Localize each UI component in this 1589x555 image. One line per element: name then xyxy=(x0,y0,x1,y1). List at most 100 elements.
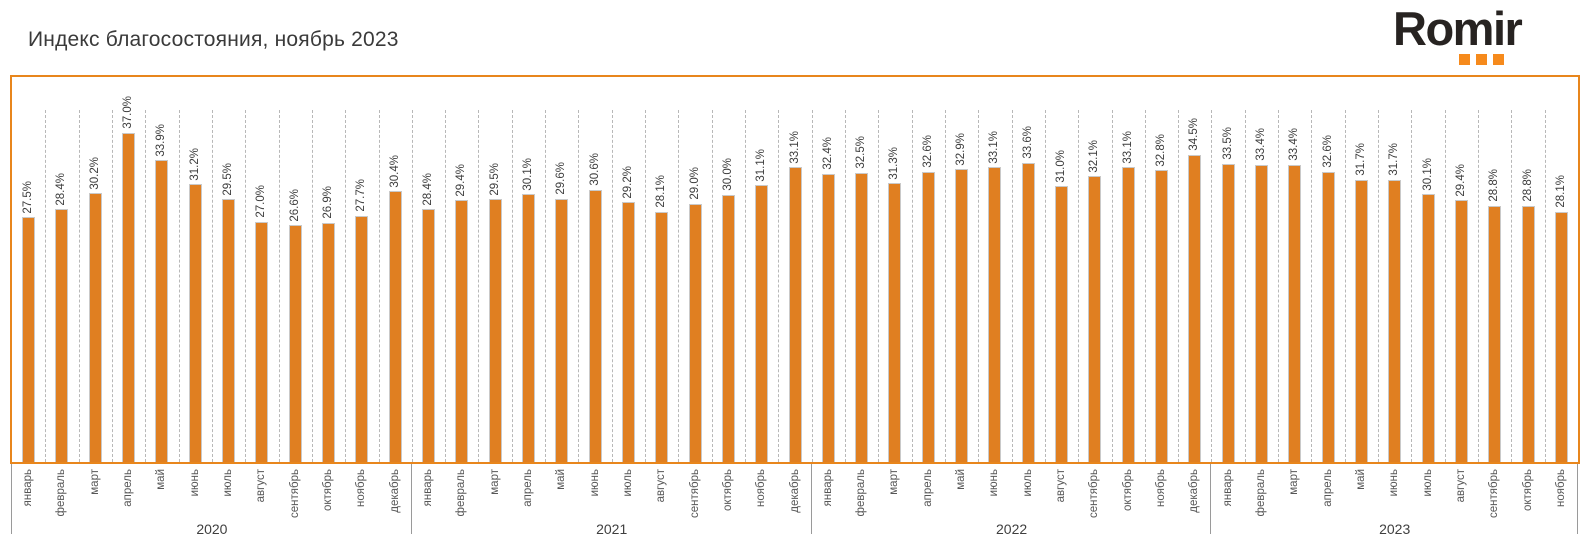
bar-value-label: 34.5% xyxy=(1188,118,1201,151)
bar-value-label: 31.3% xyxy=(888,146,901,180)
bar-value-label: 33.6% xyxy=(1021,126,1034,159)
bar xyxy=(1088,176,1102,462)
month-label: август xyxy=(1454,469,1467,503)
month-gridline xyxy=(1478,110,1480,462)
month-label: август xyxy=(255,469,268,503)
month-label: октябрь xyxy=(721,469,734,512)
year-separator xyxy=(11,464,12,534)
month-gridline xyxy=(645,110,647,462)
bar xyxy=(455,200,469,462)
bar-value-label: 31.2% xyxy=(188,147,201,181)
month-label: май xyxy=(1354,469,1367,490)
bar-value-label: 32.1% xyxy=(1088,139,1101,173)
month-gridline xyxy=(878,110,880,462)
bar-value-label: 31.7% xyxy=(1354,143,1367,176)
month-gridline xyxy=(45,110,47,462)
bar xyxy=(1288,164,1302,462)
bar-value-label: 29.4% xyxy=(1454,163,1467,197)
bar-value-label: 28.4% xyxy=(421,172,434,206)
month-gridline xyxy=(811,110,813,462)
bar xyxy=(88,193,102,462)
bar-value-label: 32.6% xyxy=(1321,135,1334,168)
month-label: апрель xyxy=(521,469,534,507)
month-label: январь xyxy=(821,469,834,507)
month-gridline xyxy=(311,110,313,462)
month-gridline xyxy=(778,110,780,462)
month-gridline xyxy=(111,110,113,462)
romir-logo: Romir xyxy=(1393,4,1555,68)
chart-title: Индекс благосостояния, ноябрь 2023 xyxy=(28,28,399,51)
month-label: апрель xyxy=(1321,469,1334,507)
bar-value-label: 33.1% xyxy=(788,130,801,164)
bar xyxy=(55,209,69,462)
bar xyxy=(1254,164,1268,462)
month-label: сентябрь xyxy=(1088,469,1101,518)
bar xyxy=(1521,205,1535,462)
month-label: март xyxy=(1288,469,1301,495)
month-label: июнь xyxy=(1388,469,1401,497)
month-gridline xyxy=(545,110,547,462)
bar-value-label: 33.1% xyxy=(1121,130,1134,164)
bar xyxy=(1221,163,1235,462)
month-label: ноябрь xyxy=(1155,469,1167,507)
bar-value-label: 27.5% xyxy=(22,180,35,214)
month-label: июль xyxy=(222,469,235,497)
bar xyxy=(1155,170,1168,462)
month-label: июнь xyxy=(588,469,601,497)
month-gridline xyxy=(1411,110,1413,462)
bar xyxy=(388,191,402,462)
bar-value-label: 32.6% xyxy=(921,135,934,168)
bar-value-label: 33.1% xyxy=(988,130,1001,164)
year-separator xyxy=(810,464,812,534)
bar xyxy=(1554,211,1568,462)
month-label: август xyxy=(655,469,668,503)
bar-value-label: 33.4% xyxy=(1288,128,1301,161)
bar xyxy=(322,222,336,462)
month-gridline xyxy=(944,110,946,462)
bar xyxy=(821,173,835,462)
bar-value-label: 30.4% xyxy=(388,154,401,188)
month-label: март xyxy=(88,469,101,495)
chart-bars-layer: 27.5% 28.4% 30.2% 37.0% 33.9% 31.2% 29.5% 27.0%… xyxy=(12,77,1578,462)
bar xyxy=(1388,179,1402,462)
bar xyxy=(521,194,535,462)
month-gridline xyxy=(145,110,147,462)
bar xyxy=(155,160,169,462)
bar-value-label: 33.4% xyxy=(1254,128,1267,161)
bar-value-label: 30.1% xyxy=(521,157,534,191)
bar-value-label: 28.8% xyxy=(1488,169,1501,202)
bar xyxy=(921,171,935,462)
month-gridline xyxy=(511,110,513,462)
month-label: март xyxy=(888,469,901,495)
bar xyxy=(255,221,269,462)
month-label: май xyxy=(155,469,168,490)
bar-value-label: 26.6% xyxy=(288,188,301,222)
month-label: октябрь xyxy=(322,469,335,512)
month-gridline xyxy=(711,110,713,462)
month-gridline xyxy=(1278,110,1280,462)
bar xyxy=(755,185,769,462)
bar xyxy=(188,184,202,462)
bar xyxy=(22,217,36,462)
bar-value-label: 31.0% xyxy=(1055,149,1068,183)
bar xyxy=(222,199,236,462)
month-label: июнь xyxy=(988,469,1001,497)
month-label: ноябрь xyxy=(355,469,368,507)
month-label: сентябрь xyxy=(688,469,701,518)
bar-value-label: 28.1% xyxy=(655,175,668,208)
bar xyxy=(1421,194,1435,462)
month-gridline xyxy=(345,110,347,462)
month-label: январь xyxy=(22,469,35,507)
month-label: август xyxy=(1055,469,1068,503)
month-label: ноябрь xyxy=(1554,469,1567,507)
bar-value-label: 32.8% xyxy=(1155,133,1167,167)
month-label: февраль xyxy=(55,469,68,517)
month-label: ноябрь xyxy=(755,469,768,507)
bar-value-label: 28.4% xyxy=(55,172,68,206)
month-label: июль xyxy=(1021,469,1034,497)
bar-value-label: 33.5% xyxy=(1221,127,1234,160)
bar xyxy=(1021,163,1035,462)
chart-plot-area: 27.5% 28.4% 30.2% 37.0% 33.9% 31.2% 29.5% 27.0%… xyxy=(10,75,1580,464)
year-label: 2023 xyxy=(1379,521,1411,537)
bar xyxy=(1188,154,1202,462)
